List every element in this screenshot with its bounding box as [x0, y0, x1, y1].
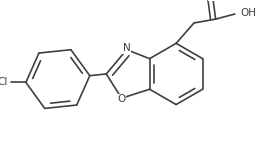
Text: Cl: Cl — [0, 77, 8, 87]
Text: N: N — [123, 43, 130, 53]
Text: OH: OH — [240, 8, 256, 18]
Text: O: O — [117, 94, 126, 104]
